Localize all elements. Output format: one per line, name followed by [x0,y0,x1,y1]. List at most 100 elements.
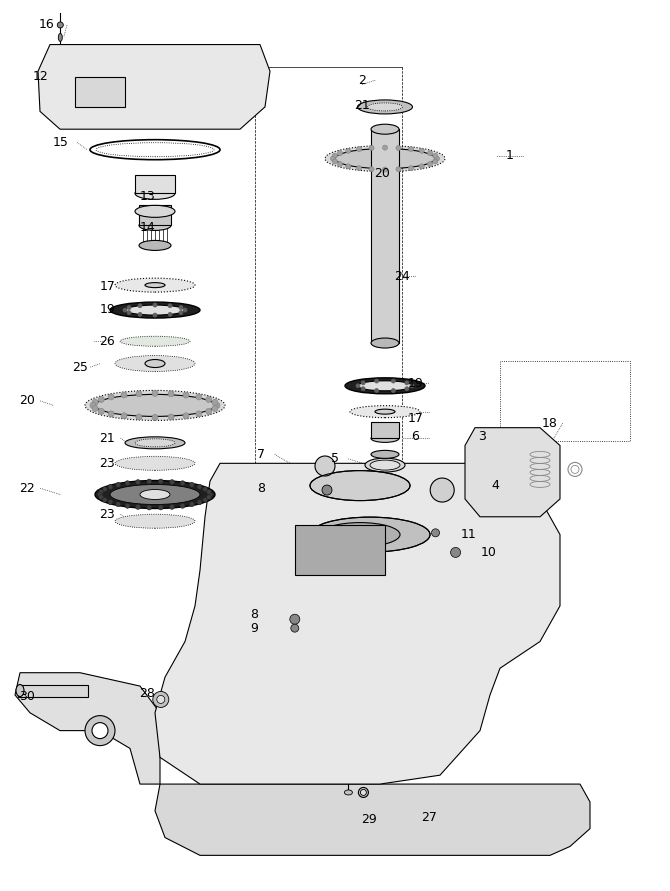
Text: 8: 8 [257,482,265,495]
Circle shape [153,691,169,707]
Circle shape [361,380,365,385]
Ellipse shape [125,305,185,315]
Text: 14: 14 [139,221,155,233]
Circle shape [338,151,342,156]
Bar [295,525,385,575]
Circle shape [153,303,157,307]
Circle shape [158,505,163,510]
Ellipse shape [320,523,400,546]
Circle shape [180,503,185,508]
Circle shape [433,159,438,164]
Ellipse shape [145,282,165,288]
Text: 21: 21 [354,99,370,111]
Circle shape [158,479,163,484]
Circle shape [391,379,395,383]
Ellipse shape [135,187,175,200]
Ellipse shape [365,458,405,472]
Circle shape [391,388,395,393]
Circle shape [206,408,212,414]
Ellipse shape [95,480,215,509]
Circle shape [427,161,433,167]
Circle shape [108,485,113,489]
Ellipse shape [358,100,413,114]
Circle shape [92,723,108,739]
Polygon shape [38,45,270,129]
Circle shape [92,405,98,412]
Bar [135,176,175,193]
Circle shape [183,392,189,398]
Circle shape [430,478,454,502]
Circle shape [125,503,130,508]
Bar [18,684,88,697]
Circle shape [168,313,172,316]
Text: 27: 27 [421,812,437,824]
Circle shape [98,396,105,403]
Text: 5: 5 [331,453,339,465]
Ellipse shape [16,684,24,697]
Ellipse shape [310,517,430,552]
Circle shape [190,482,194,487]
Circle shape [405,380,409,385]
Circle shape [108,500,113,504]
Circle shape [98,489,104,495]
Polygon shape [465,428,560,517]
Circle shape [92,399,98,405]
Text: 17: 17 [407,413,423,425]
Circle shape [196,411,202,417]
Circle shape [183,308,187,312]
Text: 8: 8 [251,609,259,621]
Text: 23: 23 [99,457,115,470]
Circle shape [322,485,332,495]
Circle shape [147,505,151,510]
Ellipse shape [145,360,165,367]
Circle shape [183,413,189,419]
Circle shape [90,403,96,408]
Circle shape [103,497,107,503]
Circle shape [206,495,211,500]
Circle shape [383,145,387,150]
Circle shape [152,414,158,421]
Circle shape [203,497,208,503]
Circle shape [315,456,335,476]
Ellipse shape [370,460,400,470]
Text: 4: 4 [492,479,500,492]
Text: 16: 16 [39,19,55,31]
Bar [371,422,399,438]
Circle shape [332,159,337,164]
Text: 23: 23 [99,508,115,520]
Circle shape [116,502,121,507]
Circle shape [98,492,103,497]
Ellipse shape [110,485,200,504]
Ellipse shape [120,336,190,347]
Circle shape [396,167,401,172]
Circle shape [206,489,211,495]
Circle shape [410,384,414,388]
Circle shape [396,145,401,151]
Text: 26: 26 [99,335,115,347]
Text: 18: 18 [541,417,557,429]
Circle shape [203,486,208,492]
Text: 30: 30 [19,691,35,703]
Circle shape [346,148,350,153]
Circle shape [138,304,142,307]
Circle shape [332,153,337,159]
Polygon shape [15,673,160,784]
Ellipse shape [115,456,195,470]
Bar [75,77,125,107]
Circle shape [116,482,121,487]
Circle shape [197,500,202,504]
Text: 19: 19 [407,377,423,389]
Bar [139,206,171,225]
Text: 17: 17 [99,281,115,293]
Ellipse shape [375,409,395,414]
Polygon shape [155,784,590,855]
Ellipse shape [344,790,352,795]
Circle shape [356,166,362,170]
Circle shape [346,164,350,169]
Circle shape [190,502,194,507]
Circle shape [409,147,413,151]
Circle shape [369,145,374,151]
Ellipse shape [358,788,369,797]
Ellipse shape [95,395,215,416]
Circle shape [427,151,433,156]
